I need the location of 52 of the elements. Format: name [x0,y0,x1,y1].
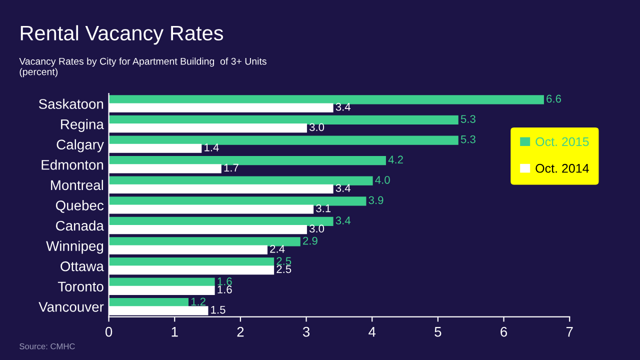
legend-label: Oct. 2015 [536,137,589,146]
data-label: 2.4 [270,244,285,253]
chart-title: Rental Vacancy Rates [20,25,224,45]
bar [108,156,386,166]
data-label: 3.1 [316,204,331,212]
chart-subtitle: Vacancy Rates by City for Apartment Building of 3+ Units (percent) [19,58,266,78]
bar [108,95,544,104]
x-tick-label: 5 [434,327,442,337]
data-label: 1.7 [224,164,238,172]
bar [108,115,458,125]
y-tick-label: Saskatoon [38,98,104,109]
y-tick-label: Montreal [51,180,104,190]
data-label: 3.4 [336,184,351,192]
data-label: 3.4 [336,102,351,111]
data-label: 4.2 [388,156,403,164]
source-note: Source: CMHC [20,343,75,350]
data-label: 3.0 [309,224,324,233]
data-label: 1.4 [204,144,219,152]
legend-label: Oct. 2014 [536,164,589,173]
x-tick-label: 2 [237,326,244,337]
y-tick-label: Edmonton [42,160,104,170]
y-tick-label: Vancouver [38,302,104,312]
data-label: 3.0 [309,123,324,132]
y-tick-label: Toronto [58,282,104,292]
y-tick-label: Winnipeg [46,240,104,254]
y-tick-label: Ottawa [60,261,104,272]
x-tick-label: 7 [566,327,573,337]
bar [108,237,300,246]
data-label: 3.4 [336,216,351,224]
data-label: 1.6 [218,286,232,294]
data-label: 2.9 [303,236,318,245]
data-label: 5.3 [460,115,476,123]
y-tick-label: Calgary [56,139,104,152]
bar [108,136,458,145]
y-tick-label: Regina [61,119,104,132]
data-label: 2.5 [276,265,292,274]
x-tick-label: 3 [302,326,310,337]
data-label: 2.5 [276,257,292,265]
data-label: 1.5 [211,306,226,314]
x-tick-label: 1 [172,327,178,337]
data-label: 1.6 [218,277,232,286]
x-tick-label: 6 [500,326,508,337]
data-label: 1.2 [191,298,206,306]
data-label: 4.0 [375,176,390,184]
bar [108,196,366,206]
x-tick-label: 4 [368,327,376,337]
x-tick-label: 0 [105,326,112,337]
data-label: 6.6 [546,94,562,103]
y-tick-label: Quebec [56,200,104,213]
data-label: 3.9 [368,196,384,204]
y-tick-label: Canada [56,220,104,231]
data-label: 5.3 [460,135,476,144]
